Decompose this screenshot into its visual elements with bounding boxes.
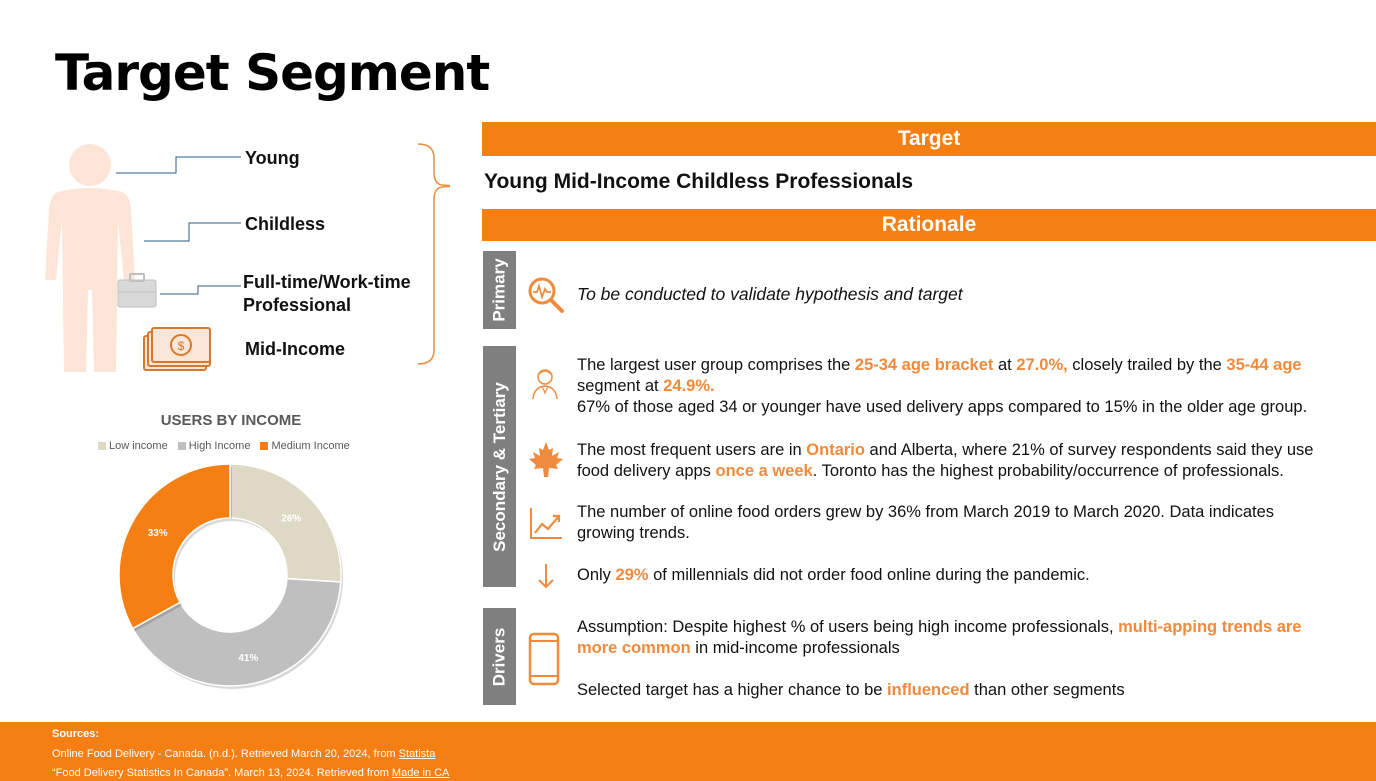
- trait-young: Young: [245, 148, 300, 168]
- text: closely trailed by the: [1067, 356, 1227, 374]
- trend-up-icon: [530, 508, 562, 539]
- text: at: [993, 356, 1017, 374]
- trait-mid-income: Mid-Income: [245, 339, 346, 359]
- target-persona-diagram: $: [45, 143, 450, 372]
- sources-footer: Sources: Online Food Delivery - Canada. …: [0, 722, 1376, 781]
- highlight: 35-44 age: [1226, 356, 1302, 374]
- age-insight: The largest user group comprises the 25-…: [577, 355, 1367, 418]
- legend-label: Medium Income: [271, 440, 350, 452]
- svg-text:$: $: [178, 339, 185, 353]
- phone-icon: [528, 632, 560, 686]
- highlight: multi-apping trends are: [1118, 618, 1302, 636]
- trait-childless: Childless: [245, 214, 326, 234]
- text: segment at: [577, 377, 664, 395]
- text: . Toronto has the highest probability/oc…: [812, 462, 1284, 480]
- tab-primary: Primary: [483, 251, 516, 329]
- drivers-line-2: more common in mid-income professionals: [577, 638, 1367, 659]
- slice-medium-income: [118, 463, 231, 630]
- slice-low-income: [229, 463, 342, 583]
- highlight: 24.9%.: [663, 377, 715, 395]
- text: food delivery apps: [577, 462, 716, 480]
- source-text: “Food Delivery Statistics In Canada”. Ma…: [52, 767, 392, 779]
- tab-drivers: Drivers: [483, 608, 516, 705]
- trait-connectors: [116, 156, 241, 295]
- search-pulse-icon: [528, 277, 564, 313]
- highlight: more common: [577, 639, 691, 657]
- text: and Alberta, where 21% of survey respond…: [864, 441, 1314, 459]
- age-line-3: 67% of those aged 34 or younger have use…: [577, 398, 1308, 416]
- legend-label: Low income: [109, 440, 168, 452]
- location-line-2: food delivery apps once a week. Toronto …: [577, 461, 1367, 482]
- slice-label: 26%: [281, 513, 301, 524]
- text: than other segments: [969, 681, 1125, 699]
- highlight: 27.0%,: [1016, 356, 1068, 374]
- legend-swatch: [260, 442, 269, 450]
- location-insight: The most frequent users are in Ontario a…: [577, 440, 1367, 482]
- maple-leaf-icon: [529, 442, 563, 477]
- slice-high-income: [131, 577, 342, 687]
- growth-insight: The number of online food orders grew by…: [577, 502, 1367, 544]
- source-1: Online Food Delivery - Canada. (n.d.). R…: [52, 748, 435, 760]
- location-line-1: The most frequent users are in Ontario a…: [577, 440, 1367, 461]
- tab-secondary-label: Secondary & Tertiary: [489, 381, 509, 552]
- chart-title: USERS BY INCOME: [160, 412, 302, 429]
- primary-text: To be conducted to validate hypothesis a…: [577, 284, 963, 304]
- page-title: Target Segment: [55, 44, 490, 102]
- highlight: 25-34 age bracket: [854, 356, 994, 374]
- tab-secondary: Secondary & Tertiary: [483, 346, 516, 587]
- growth-line-1: The number of online food orders grew by…: [577, 503, 1275, 521]
- briefcase-icon: [117, 273, 157, 308]
- legend-swatch: [98, 442, 106, 450]
- age-line-1: The largest user group comprises the 25-…: [577, 355, 1367, 376]
- legend-swatch: [177, 442, 186, 450]
- source-link-made-in-ca[interactable]: Made in CA: [391, 767, 450, 779]
- text: Selected target has a higher chance to b…: [577, 681, 888, 699]
- source-2: “Food Delivery Statistics In Canada”. Ma…: [52, 767, 449, 779]
- person-silhouette-icon: [45, 144, 135, 372]
- tab-primary-label: Primary: [489, 258, 509, 322]
- text: in mid-income professionals: [690, 639, 900, 657]
- money-stack-icon: $: [143, 327, 211, 371]
- text: The most frequent users are in: [577, 441, 807, 459]
- sources-heading: Sources:: [52, 728, 100, 740]
- text: The largest user group comprises the: [577, 356, 855, 374]
- rationale-header: Rationale: [482, 209, 1376, 241]
- text: of millennials did not order food online…: [648, 566, 1090, 584]
- highlight: Ontario: [806, 441, 865, 459]
- drivers-assumption: Assumption: Despite highest % of users b…: [577, 617, 1367, 659]
- bracket: [417, 143, 450, 365]
- target-value: Young Mid-Income Childless Professionals: [484, 170, 914, 193]
- trait-professional: Professional: [243, 295, 352, 315]
- text: Only: [577, 566, 616, 584]
- legend-item-medium: Medium Income: [260, 440, 350, 452]
- drivers-influence: Selected target has a higher chance to b…: [577, 680, 1367, 701]
- millennials-insight: Only 29% of millennials did not order fo…: [577, 565, 1367, 586]
- highlight: influenced: [887, 681, 970, 699]
- trait-fulltime: Full-time/Work-time: [243, 272, 411, 292]
- chart-legend: Low income High Income Medium Income: [98, 440, 350, 452]
- legend-item-high: High Income: [177, 440, 251, 452]
- drivers-line-1: Assumption: Despite highest % of users b…: [577, 617, 1367, 638]
- donut-chart: 26% 41% 33%: [118, 463, 343, 689]
- arrow-down-icon: [538, 564, 554, 589]
- slice-label: 41%: [238, 653, 258, 664]
- legend-label: High Income: [188, 440, 251, 452]
- highlight: 29%: [615, 566, 649, 584]
- growth-line-2: growing trends.: [577, 524, 690, 542]
- age-line-2: segment at 24.9%.: [577, 376, 1367, 397]
- highlight: once a week: [715, 462, 813, 480]
- source-text: Online Food Delivery - Canada. (n.d.). R…: [52, 748, 399, 760]
- source-link-statista[interactable]: Statista: [398, 748, 436, 760]
- tab-drivers-label: Drivers: [489, 627, 509, 686]
- target-header: Target: [482, 122, 1376, 156]
- legend-item-low: Low income: [98, 440, 168, 452]
- user-outline-icon: [532, 369, 558, 400]
- text: Assumption: Despite highest % of users b…: [577, 618, 1119, 636]
- slice-label: 33%: [148, 528, 168, 539]
